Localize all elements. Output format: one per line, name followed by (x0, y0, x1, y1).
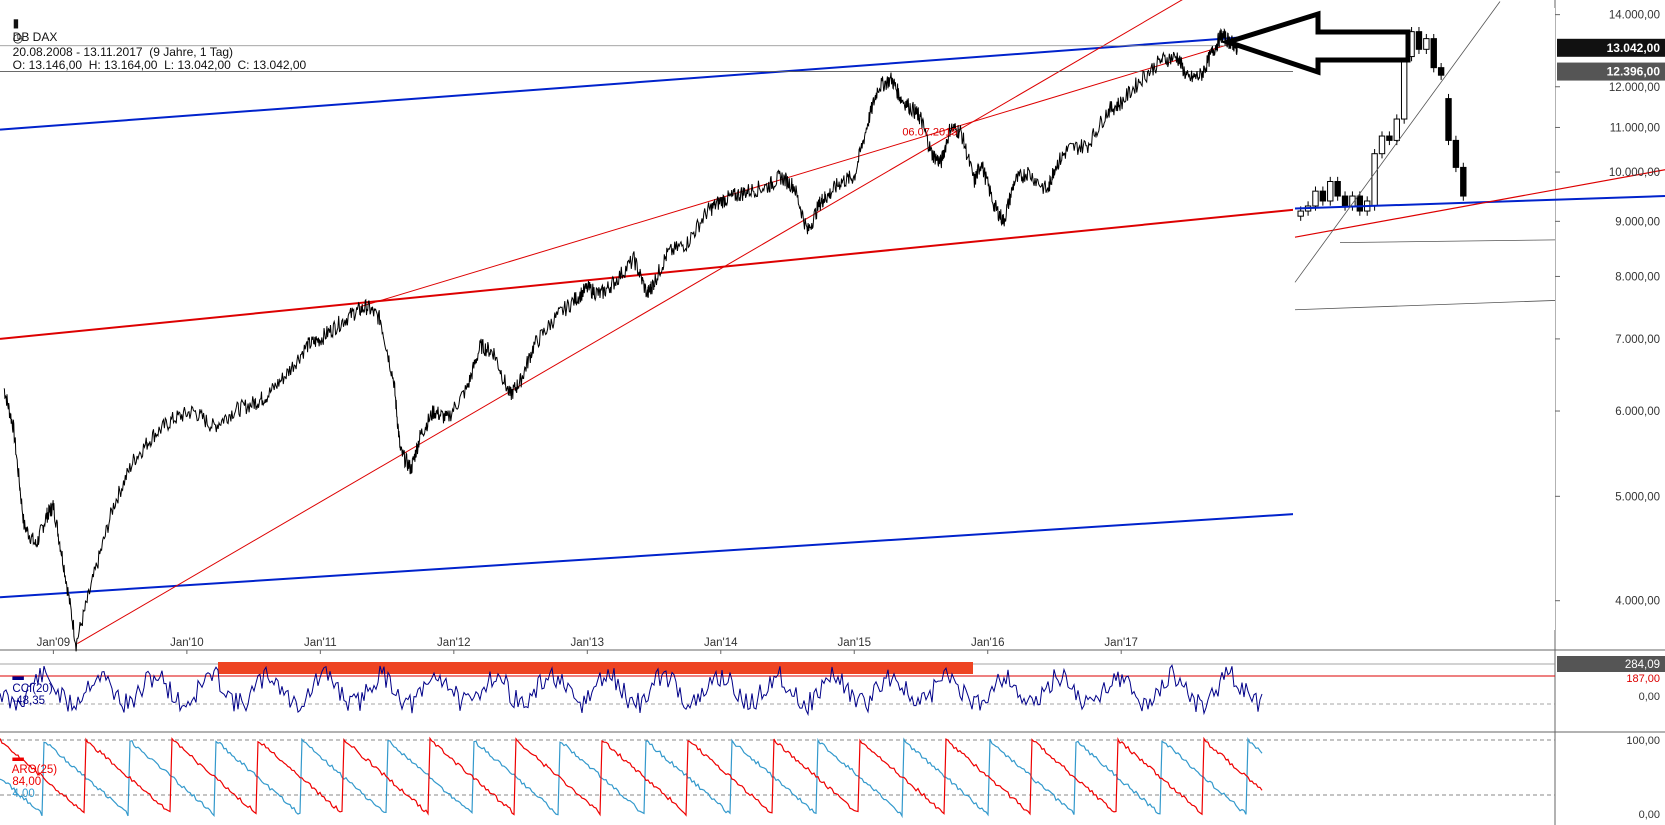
candle-body (1415, 31, 1423, 50)
candle-body (1393, 118, 1400, 141)
trendline (0, 203, 1342, 340)
y-tick-label: 12.000,00 (1609, 82, 1660, 94)
cci-line (0, 664, 1263, 717)
y-tick-label: 6.000,00 (1615, 406, 1660, 418)
inset-trendline (1339, 239, 1556, 244)
aroon-down-value: 4,00 (12, 788, 35, 800)
price-badge (1557, 62, 1665, 81)
annotation-arrow (1219, 10, 1411, 76)
aroon-legend-swatch: ▬ (12, 752, 24, 764)
y-tick-label: 14.000,00 (1609, 10, 1660, 22)
candle-body (1371, 153, 1378, 207)
inset-trendline (1294, 300, 1556, 311)
y-tick-label: 7.000,00 (1615, 334, 1660, 346)
x-tick-label: Jan'09 (37, 637, 71, 649)
y-tick-label: 8.000,00 (1615, 271, 1660, 283)
annotation-label: 06.07.2015 (902, 127, 957, 139)
cci-value: -48,35 (12, 695, 45, 707)
price-badge (1557, 38, 1665, 57)
chart-title-row: ▮​ DB DAX O: 13.146,00 H: 13.164,00 L: 1… (6, 2, 307, 72)
price-badge-label: 13.042,00 (1607, 41, 1661, 55)
candle-body (1452, 139, 1460, 168)
x-tick-label: Jan'11 (304, 637, 337, 649)
candle-body (1378, 135, 1386, 155)
inset-candles (1293, 1, 1665, 630)
aroon-hi-label: 100,00 (1626, 735, 1660, 747)
ohlc-readout: O: 13.146,00 H: 13.164,00 L: 13.042,00 C… (12, 58, 307, 72)
aroon-label: ARO(25) (11, 764, 58, 776)
y-tick-label: 4.000,00 (1615, 596, 1660, 608)
candle-body (1430, 38, 1437, 69)
cci-level-label: 187,00 (1626, 673, 1660, 685)
aroon-up-line (0, 736, 1263, 817)
aroon-lo-label: 0,00 (1639, 809, 1660, 821)
cci-badge-label: 284,09 (1625, 659, 1660, 671)
price-badge-label: 12.396,00 (1607, 65, 1661, 79)
cci-legend: ▬ CCI(20) -48,35 (6, 659, 53, 707)
cci-band (218, 662, 973, 674)
aroon-down-line (0, 736, 1263, 819)
cci-zero-label: 0,00 (1639, 691, 1660, 703)
dax-price-line (3, 28, 1238, 652)
candle-body (1423, 38, 1430, 50)
aroon-up-value: 84,00 (12, 776, 42, 788)
candle-body (1312, 190, 1319, 207)
price-series: 06.07.2015 (3, 28, 1238, 652)
cci-legend-swatch: ▬ (12, 671, 24, 683)
y-tick-label: 5.000,00 (1615, 491, 1660, 503)
x-tick-label: Jan'10 (170, 637, 204, 649)
candle-body (1327, 180, 1334, 202)
candle-body (1437, 67, 1445, 76)
x-tick-label: Jan'15 (837, 637, 871, 649)
y-tick-label: 10.000,00 (1609, 167, 1660, 179)
inset-background (1293, 8, 1555, 630)
x-tick-label: Jan'14 (704, 637, 738, 649)
trendline (360, 38, 1249, 308)
y-tick-label: 9.000,00 (1615, 216, 1660, 228)
x-tick-label: Jan'12 (437, 637, 471, 649)
cci-badge (1557, 656, 1665, 672)
candle-body (1445, 98, 1452, 141)
candle-body (1319, 190, 1327, 202)
candle-body (1400, 56, 1408, 120)
aroon-panel: 100,00 0,00 (0, 735, 1660, 821)
x-tick-label: Jan'13 (571, 637, 605, 649)
x-tick-label: Jan'16 (971, 637, 1005, 649)
candle-body (1460, 166, 1467, 197)
candle-body (1356, 195, 1364, 212)
candle-body (1334, 180, 1341, 197)
range-row: ◷ 20.08.2008 - 13.11.2017 (9 Jahre, 1 Ta… (6, 17, 233, 59)
date-range: 20.08.2008 - 13.11.2017 (9 Jahre, 1 Tag) (12, 45, 234, 59)
cci-label: CCI(20) (12, 683, 53, 695)
x-tick-label: Jan'17 (1104, 637, 1138, 649)
inset-trendline (1294, 169, 1665, 238)
bar-chart-icon: ▮​ (12, 16, 20, 30)
trendline (0, 35, 1249, 131)
aroon-legend: ▬ ARO(25) 84,00 4,00 (6, 740, 57, 800)
x-axis: Jan'09 Jan'10 Jan'11 Jan'12 Jan'13 Jan'14 Jan'… (37, 637, 1138, 654)
symbol-label: DB DAX (12, 30, 58, 44)
inset-trendline (1294, 1, 1501, 283)
trendline (77, 0, 1183, 644)
y-tick-label: 11.000,00 (1610, 122, 1660, 134)
cci-panel: 284,09 187,00 0,00 (0, 656, 1665, 717)
candle-body (1341, 195, 1349, 207)
candle-body (1297, 210, 1304, 217)
y-axis: 14.000,00 12.000,00 11.000,00 10.000,00 9.00… (1555, 10, 1665, 608)
candle-body (1386, 135, 1393, 141)
annotation-arrow-shape (1219, 10, 1411, 76)
inset-trendline (1294, 195, 1665, 210)
clock-icon: ◷ (12, 31, 24, 45)
